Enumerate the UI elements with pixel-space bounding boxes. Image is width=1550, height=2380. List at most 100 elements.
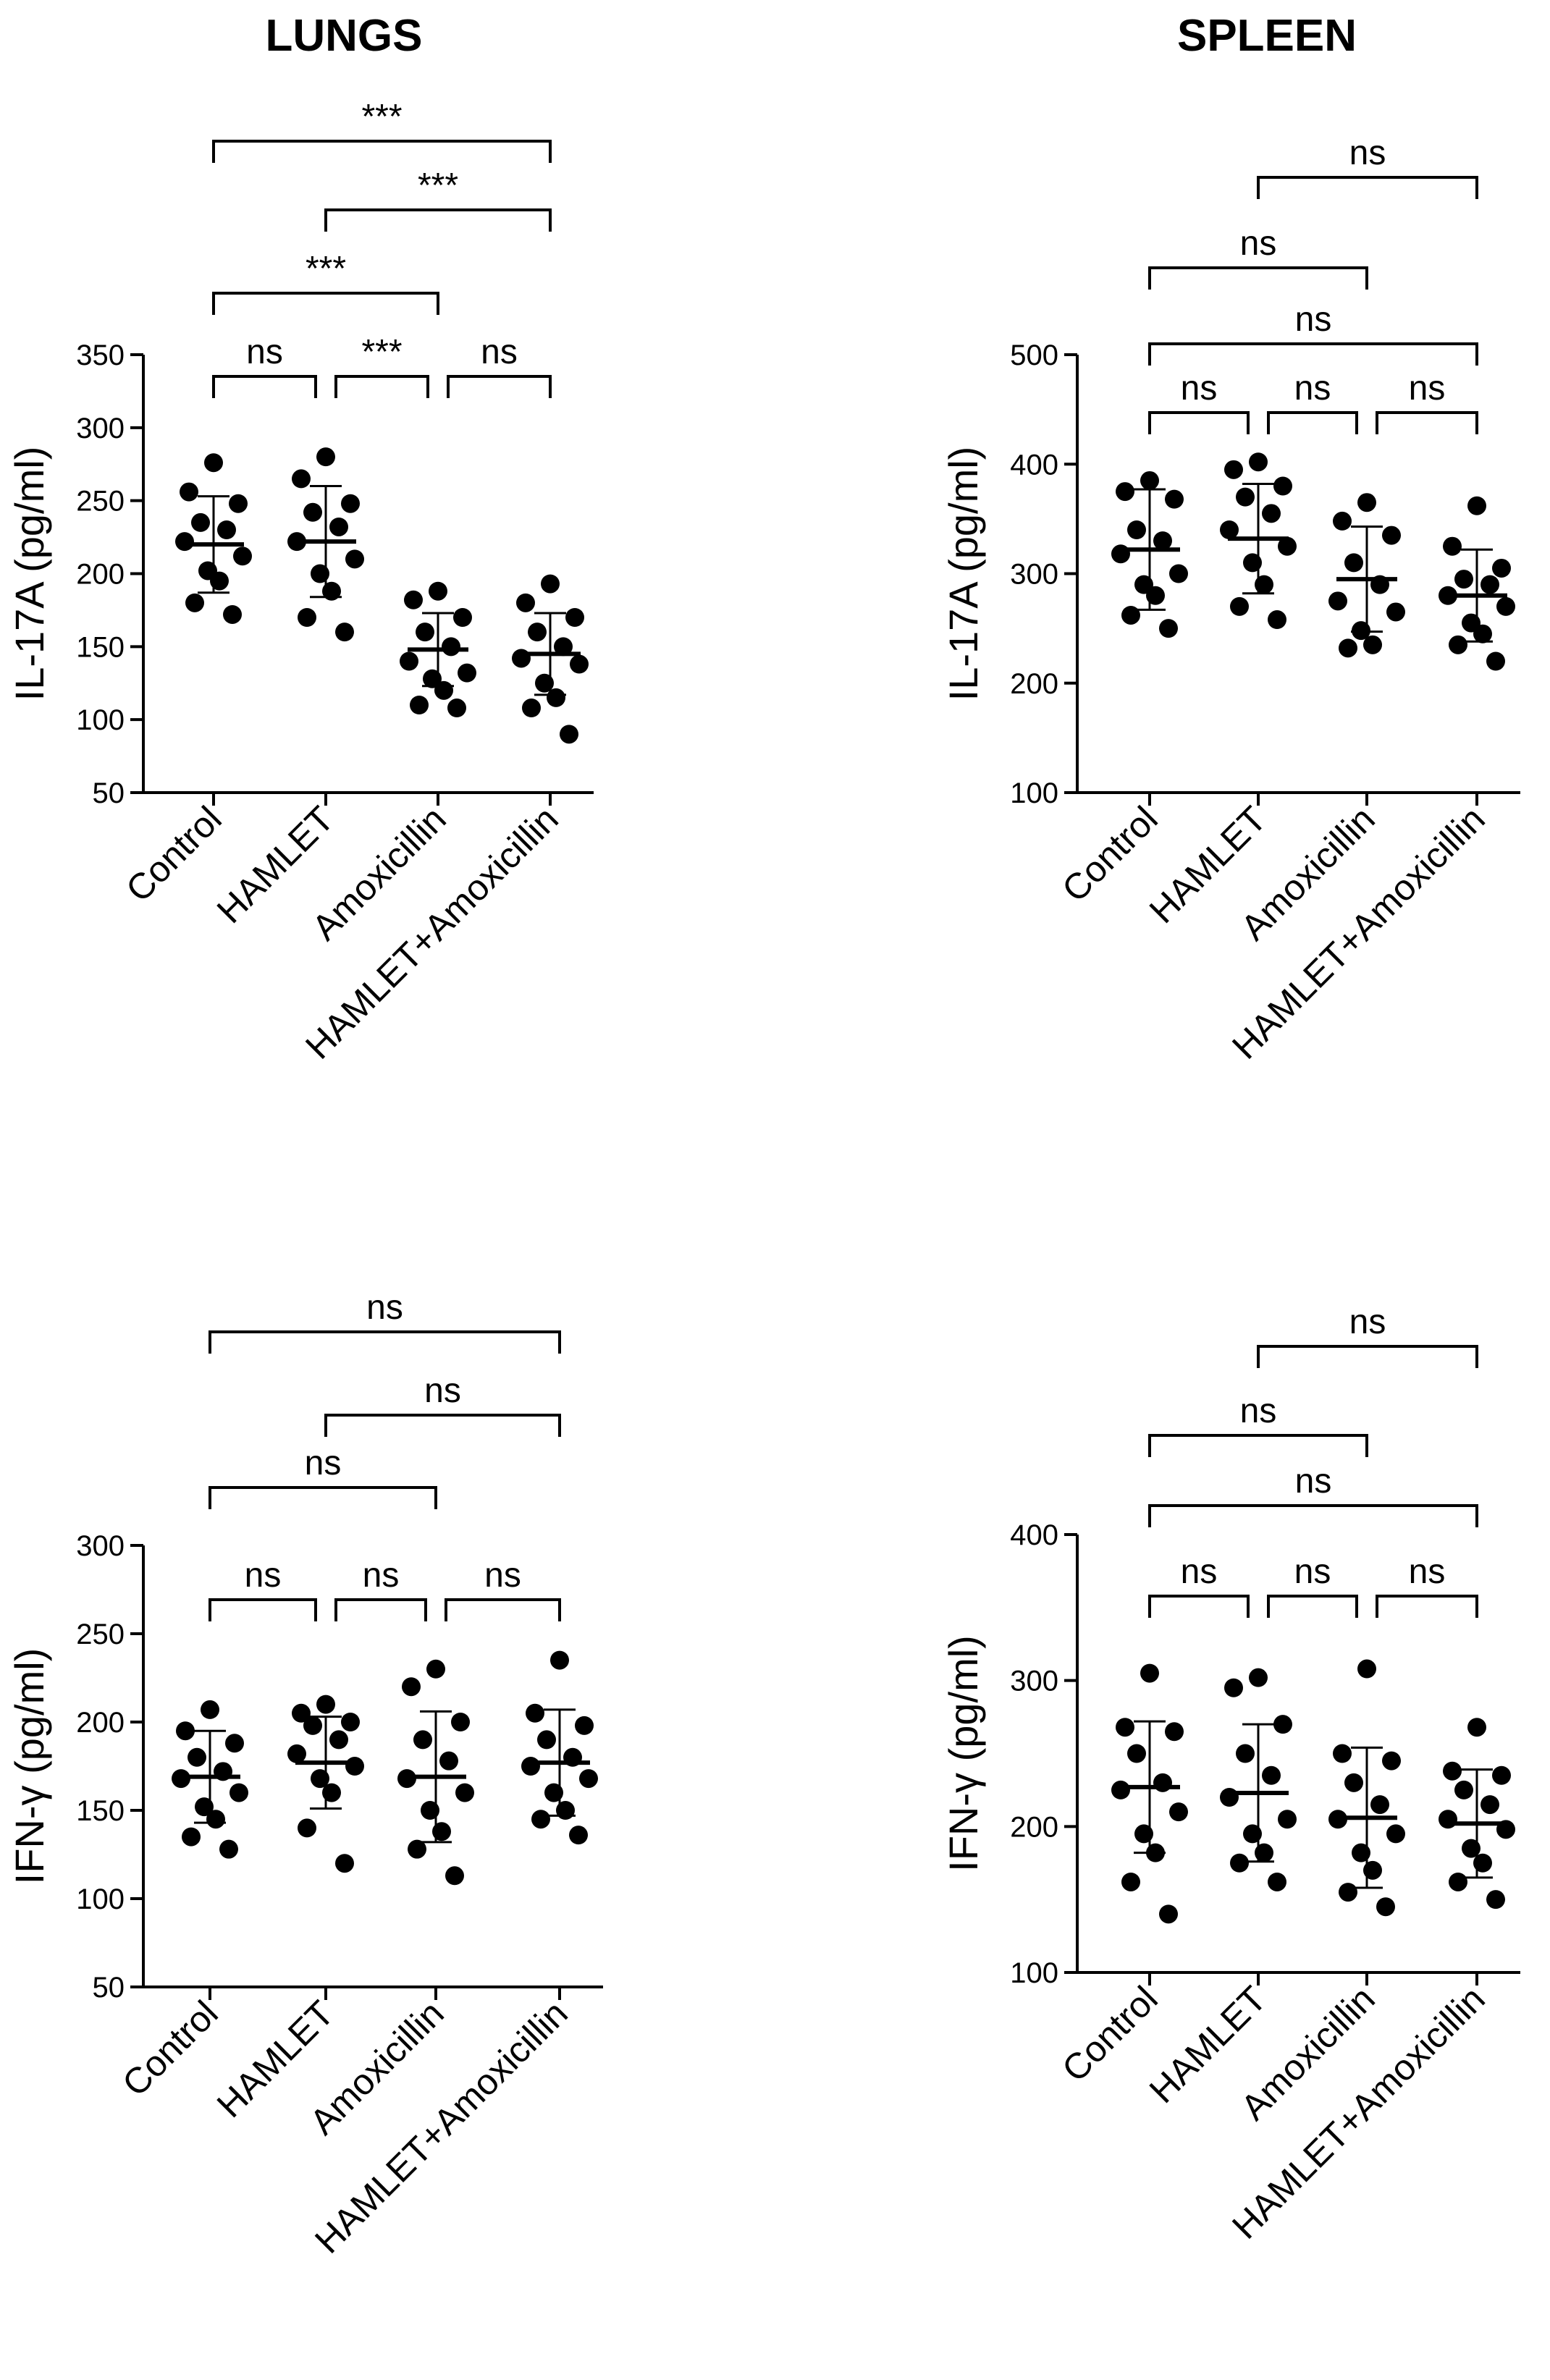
significance-label: ns — [366, 1288, 403, 1327]
significance-label: ns — [1295, 1462, 1332, 1501]
data-point — [1236, 487, 1255, 507]
significance-label: ns — [1349, 134, 1386, 172]
data-point — [1230, 596, 1249, 616]
data-point — [1165, 489, 1184, 509]
significance-label: ns — [363, 1556, 400, 1595]
data-point — [560, 725, 578, 744]
significance-label: ns — [246, 333, 283, 371]
y-tick-label: 400 — [1010, 449, 1058, 481]
data-point — [528, 623, 547, 642]
data-point — [1486, 651, 1505, 671]
data-point — [1454, 570, 1473, 589]
data-point — [287, 1744, 306, 1763]
data-point — [1449, 1872, 1467, 1891]
significance-label: ns — [1349, 1303, 1386, 1341]
significance-label: ns — [1240, 1392, 1277, 1430]
significance-bracket — [1257, 1345, 1478, 1368]
data-point — [1339, 1883, 1357, 1902]
data-point — [1268, 610, 1286, 630]
data-point — [1328, 591, 1347, 611]
data-point — [1268, 1872, 1286, 1891]
data-point — [402, 1677, 421, 1697]
significance-bracket — [1376, 411, 1478, 434]
data-point — [1467, 496, 1486, 515]
significance-bracket — [334, 375, 429, 398]
data-point — [1339, 638, 1357, 658]
data-point — [1262, 1765, 1281, 1785]
data-point — [522, 699, 541, 718]
y-tick-label: 100 — [1010, 777, 1058, 809]
data-point — [1262, 504, 1281, 523]
data-point — [1467, 1718, 1486, 1737]
data-point — [1224, 460, 1243, 479]
y-tick-label: 300 — [1010, 1666, 1058, 1697]
data-point — [329, 517, 348, 536]
data-point — [575, 1716, 594, 1735]
significance-bracket — [1148, 411, 1250, 434]
y-tick-label: 50 — [93, 1972, 125, 2004]
data-point — [1480, 575, 1499, 594]
significance-label: ns — [424, 1372, 461, 1410]
data-point — [1363, 635, 1382, 654]
panel-lungs-il17a: 50100150200250300350ControlHAMLETAmoxici… — [7, 98, 594, 1067]
y-tick-label: 400 — [1010, 1519, 1058, 1551]
data-point — [345, 1757, 364, 1776]
data-point — [1386, 602, 1405, 622]
data-point — [335, 623, 354, 642]
data-point — [569, 1826, 588, 1845]
data-point — [1376, 1897, 1395, 1917]
data-point — [1140, 1663, 1159, 1683]
significance-bracket — [1376, 1595, 1478, 1618]
data-point — [408, 1839, 426, 1859]
data-point — [439, 1751, 458, 1771]
y-tick-label: 200 — [76, 559, 125, 591]
data-point — [1273, 476, 1292, 496]
y-tick-label: 200 — [76, 1707, 125, 1739]
data-point — [541, 574, 560, 594]
data-point — [182, 1827, 201, 1847]
data-point — [404, 590, 423, 609]
data-point — [1449, 635, 1467, 654]
y-tick-label: 50 — [93, 777, 125, 809]
y-tick-label: 500 — [1010, 339, 1058, 371]
significance-label: ns — [1295, 300, 1332, 339]
y-tick-label: 100 — [1010, 1957, 1058, 1989]
significance-bracket — [1148, 1595, 1250, 1618]
y-tick-label: 300 — [1010, 559, 1058, 591]
data-point — [1116, 1718, 1134, 1737]
data-point — [341, 494, 360, 513]
data-point — [1357, 493, 1376, 512]
data-point — [458, 663, 476, 683]
data-point — [292, 1703, 311, 1723]
y-tick-label: 250 — [76, 486, 125, 518]
data-point — [298, 1818, 316, 1838]
y-tick-label: 150 — [76, 1795, 125, 1827]
significance-bracket — [447, 375, 552, 398]
significance-label: *** — [306, 250, 346, 288]
data-point — [191, 512, 210, 532]
data-point — [1278, 536, 1297, 556]
data-point — [453, 608, 472, 627]
data-point — [554, 637, 573, 657]
data-point — [1492, 1765, 1511, 1785]
data-point — [303, 502, 322, 522]
data-point — [451, 1713, 470, 1731]
data-point — [442, 637, 460, 657]
data-point — [1121, 1872, 1140, 1891]
data-point — [303, 1716, 322, 1735]
significance-label: ns — [484, 1556, 521, 1595]
significance-bracket — [1148, 1504, 1478, 1527]
data-point — [429, 581, 447, 601]
y-tick-label: 250 — [76, 1619, 125, 1650]
data-point — [1121, 605, 1140, 625]
data-point — [1443, 536, 1462, 556]
data-point — [1333, 511, 1352, 531]
y-tick-label: 100 — [76, 704, 125, 736]
data-point — [512, 649, 531, 668]
data-point — [329, 1730, 348, 1750]
data-point — [579, 1769, 598, 1789]
data-point — [1116, 482, 1134, 502]
data-point — [225, 1734, 244, 1753]
significance-bracket — [1257, 176, 1478, 199]
y-tick-label: 300 — [76, 1530, 125, 1562]
